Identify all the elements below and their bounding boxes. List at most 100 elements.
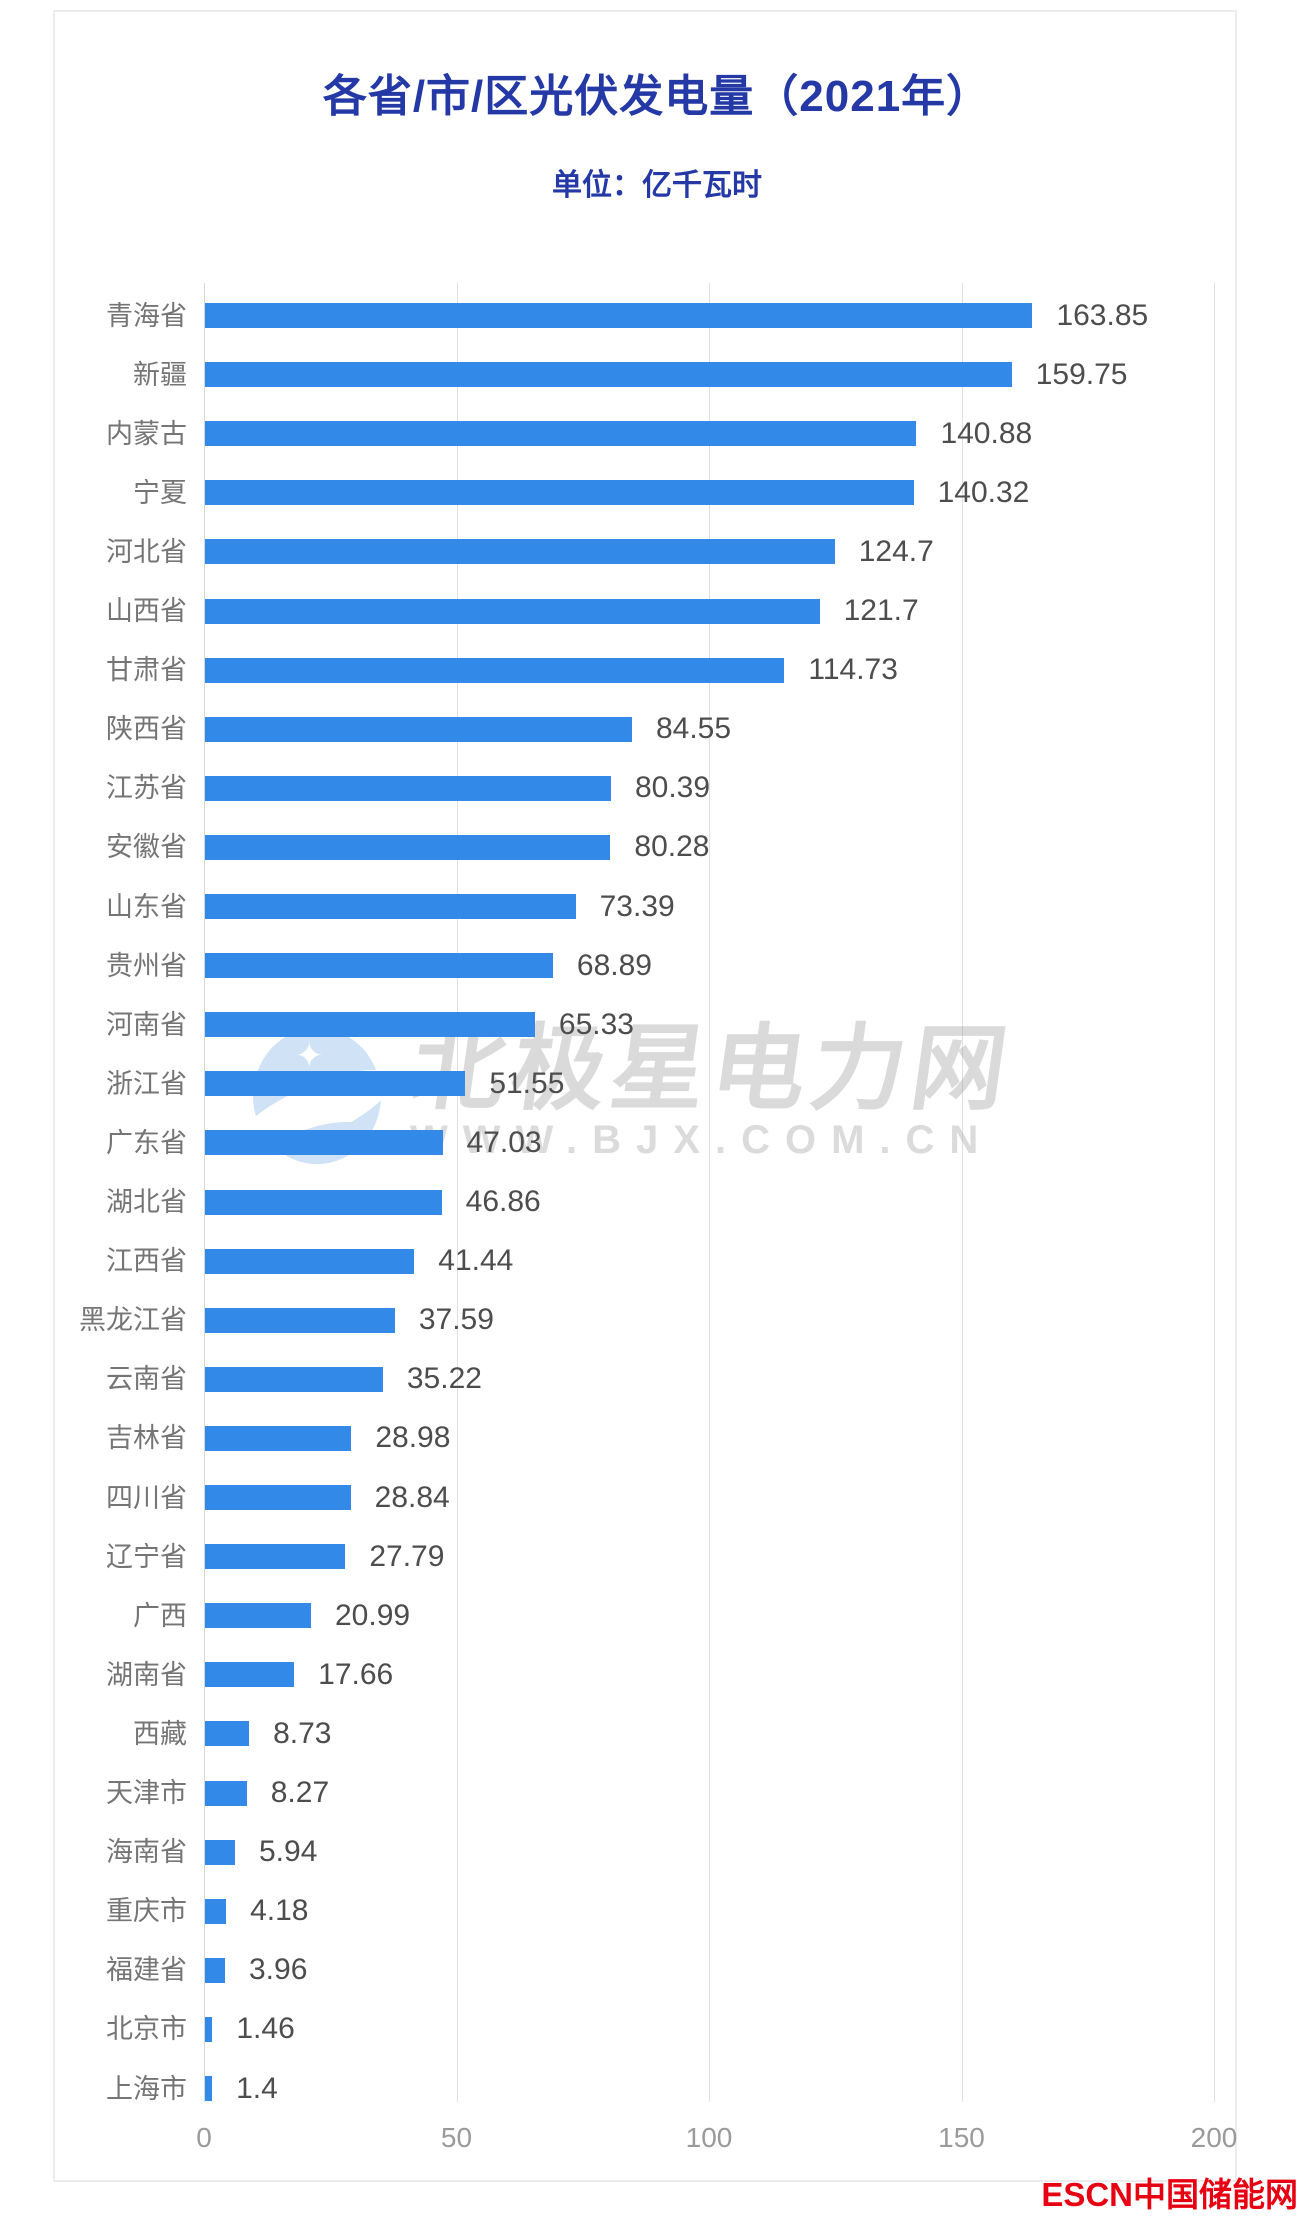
bar <box>205 894 576 919</box>
value-label: 140.88 <box>940 416 1033 450</box>
value-label: 84.55 <box>655 712 732 746</box>
bar <box>205 716 632 742</box>
category-label: 湖北省 <box>106 1187 187 1217</box>
category-label: 浙江省 <box>106 1068 187 1099</box>
value-label: 1.46 <box>236 2012 295 2046</box>
value-label: 124.7 <box>858 534 934 568</box>
x-gridline <box>204 283 205 2102</box>
bar <box>205 1957 225 1983</box>
value-label: 163.85 <box>1056 298 1149 332</box>
bar <box>205 1839 235 1865</box>
category-label: 吉林省 <box>106 1423 187 1454</box>
category-label: 广东省 <box>106 1127 187 1158</box>
value-label: 68.89 <box>576 948 652 982</box>
category-label: 江苏省 <box>106 773 187 804</box>
x-gridline <box>961 283 963 2102</box>
category-label: 天津市 <box>106 1778 187 1808</box>
bar <box>205 1425 352 1451</box>
bar <box>205 1189 442 1215</box>
chart-unit-subtitle: 单位：亿千瓦时 <box>552 169 762 202</box>
bar <box>205 2076 213 2101</box>
category-label: 青海省 <box>106 300 187 331</box>
value-label: 8.27 <box>270 1776 330 1809</box>
category-label: 陕西省 <box>106 714 187 745</box>
escn-logo: ESCN中国储能网 <box>1041 2176 1298 2213</box>
category-label: 贵州省 <box>106 950 187 981</box>
x-axis-tick-label: 100 <box>685 2122 733 2153</box>
x-axis-tick-label: 150 <box>938 2122 985 2153</box>
category-label: 甘肃省 <box>106 655 187 686</box>
bar <box>205 1307 395 1333</box>
bar <box>205 2016 213 2042</box>
value-label: 65.33 <box>558 1007 634 1041</box>
value-label: 46.86 <box>465 1185 541 1218</box>
value-label: 17.66 <box>318 1657 394 1691</box>
category-label: 山东省 <box>106 891 187 922</box>
value-label: 51.55 <box>489 1066 565 1100</box>
x-axis-tick-label: 200 <box>1190 2122 1238 2153</box>
category-label: 重庆市 <box>106 1896 187 1927</box>
value-label: 140.32 <box>937 475 1030 509</box>
x-axis-tick-label: 0 <box>196 2122 212 2153</box>
category-label: 广西 <box>133 1600 187 1631</box>
category-label: 内蒙古 <box>106 418 187 449</box>
value-label: 5.94 <box>258 1835 318 1869</box>
category-label: 安徽省 <box>106 832 187 863</box>
value-label: 47.03 <box>466 1125 542 1159</box>
value-label: 28.84 <box>374 1480 450 1514</box>
category-label: 云南省 <box>106 1364 187 1395</box>
value-label: 1.4 <box>236 2071 278 2105</box>
bar <box>205 303 1033 328</box>
category-label: 宁夏 <box>133 477 187 508</box>
bar <box>205 1071 466 1097</box>
value-label: 159.75 <box>1035 357 1128 391</box>
category-label: 北京市 <box>106 2014 187 2045</box>
bar <box>205 1662 295 1688</box>
bar <box>205 362 1012 388</box>
bar <box>205 480 914 506</box>
x-gridline <box>1214 283 1215 2102</box>
bar <box>205 1898 227 1924</box>
bar <box>205 1721 250 1747</box>
value-label: 37.59 <box>418 1303 494 1337</box>
value-label: 3.96 <box>248 1953 308 1987</box>
category-label: 福建省 <box>106 1955 187 1986</box>
value-label: 114.73 <box>808 653 898 687</box>
bar <box>205 1780 247 1806</box>
value-label: 20.99 <box>334 1598 411 1632</box>
value-label: 4.18 <box>250 1894 309 1928</box>
value-label: 41.44 <box>438 1244 514 1278</box>
bar <box>205 834 611 860</box>
value-label: 8.73 <box>273 1716 332 1750</box>
value-label: 35.22 <box>406 1362 482 1396</box>
category-label: 四川省 <box>106 1482 187 1513</box>
bar <box>205 775 611 801</box>
category-label: 黑龙江省 <box>79 1305 187 1336</box>
category-label: 海南省 <box>106 1837 187 1868</box>
category-label: 上海市 <box>106 2073 187 2104</box>
x-gridline <box>709 283 710 2102</box>
chart-title: 各省/市/区光伏发电量（2021年） <box>322 72 992 121</box>
bar <box>205 1012 535 1038</box>
category-label: 新疆 <box>133 359 187 390</box>
x-gridline <box>456 283 458 2102</box>
category-label: 河南省 <box>106 1009 187 1040</box>
value-label: 73.39 <box>599 889 675 923</box>
bar <box>205 1485 351 1510</box>
value-label: 28.98 <box>375 1421 451 1455</box>
category-label: 山西省 <box>106 596 187 626</box>
bar <box>205 1544 346 1570</box>
category-label: 江西省 <box>106 1246 187 1277</box>
bar <box>205 1603 311 1629</box>
value-label: 27.79 <box>369 1539 445 1573</box>
bar <box>205 657 785 683</box>
x-axis-tick-label: 50 <box>440 2122 473 2153</box>
bar <box>205 1248 415 1274</box>
category-label: 湖南省 <box>106 1659 187 1690</box>
bar <box>205 598 820 624</box>
value-label: 80.28 <box>634 830 710 864</box>
bar <box>205 1366 383 1392</box>
bar <box>205 421 917 447</box>
